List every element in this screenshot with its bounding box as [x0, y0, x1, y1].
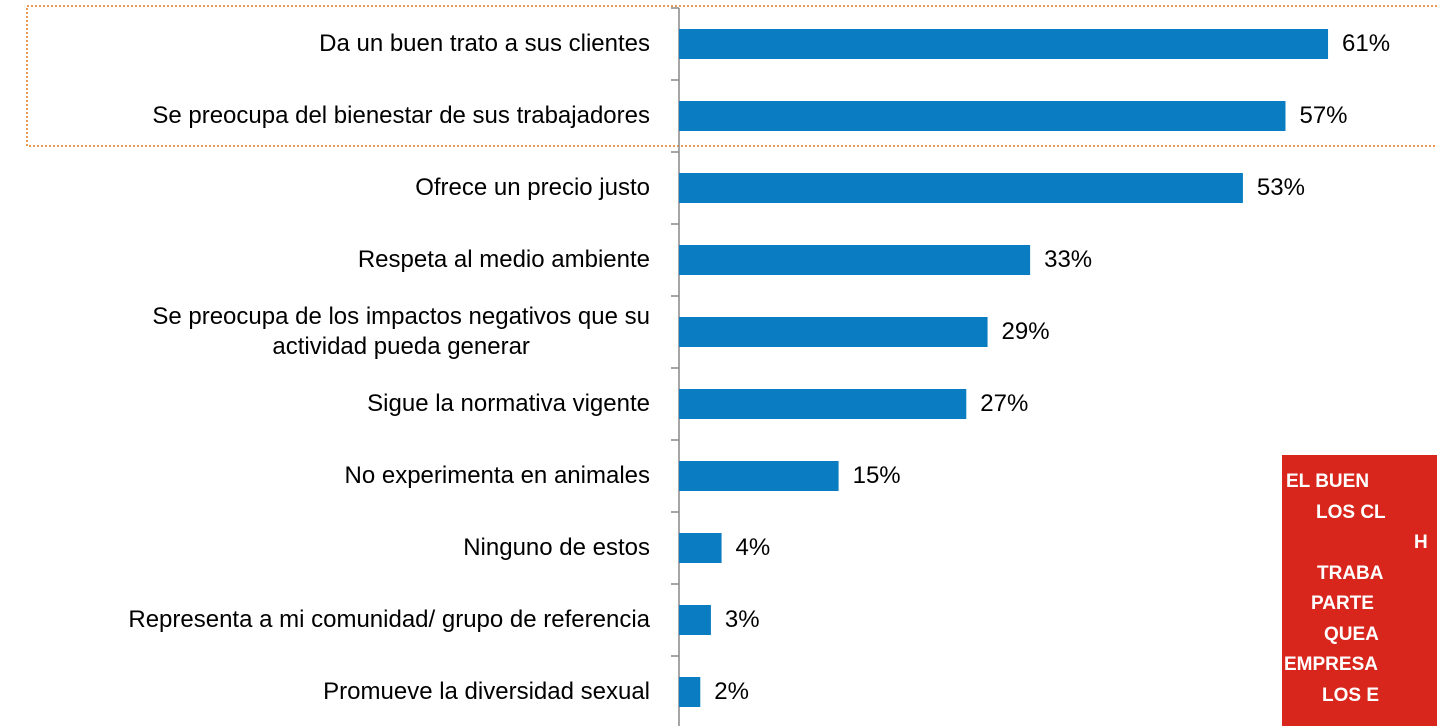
annotation-line: H — [1414, 532, 1428, 553]
bar — [679, 389, 967, 419]
category-label: No experimenta en animales — [344, 462, 651, 489]
value-label: 15% — [852, 462, 901, 489]
category-label: Sigue la normativa vigente — [367, 390, 650, 417]
highlight-box — [26, 5, 1437, 147]
bar — [679, 29, 1329, 59]
value-label: 27% — [980, 390, 1029, 417]
annotation-line: LOS E — [1322, 684, 1380, 706]
value-label: 61% — [1342, 30, 1391, 57]
annotation-line: PARTE — [1311, 593, 1374, 614]
value-label: 3% — [724, 606, 760, 633]
bar — [679, 173, 1243, 203]
category-label: Ofrece un precio justo — [415, 174, 650, 201]
bar — [679, 245, 1031, 275]
value-label: 53% — [1256, 174, 1305, 201]
bar — [679, 317, 988, 347]
category-label: Da un buen trato a sus clientes — [319, 30, 650, 57]
value-label: 57% — [1299, 102, 1348, 129]
annotation-line: LOS CL — [1316, 501, 1386, 523]
value-label: 4% — [735, 534, 771, 561]
bar — [679, 101, 1286, 131]
value-label: 29% — [1001, 318, 1050, 345]
value-label: 2% — [714, 678, 749, 705]
annotation-line: TRABA — [1317, 562, 1384, 584]
category-label: Promueve la diversidad sexual — [323, 678, 650, 705]
bar — [679, 461, 839, 491]
value-label: 33% — [1044, 246, 1093, 273]
bar — [679, 677, 701, 707]
annotation-box: EL BUEN LOS CL H TRABA PARTE QUEA EMPRESA LOS E — [1282, 455, 1437, 726]
annotation-line: QUEA — [1324, 623, 1379, 645]
category-label: Representa a mi comunidad/ grupo de refe… — [128, 606, 650, 633]
annotation-line: EL BUEN — [1286, 471, 1370, 492]
bar — [679, 605, 711, 635]
category-label: Se preocupa de los impactos negativos qu… — [152, 303, 650, 360]
category-label: Ninguno de estos — [463, 534, 650, 561]
annotation-line: EMPRESA — [1284, 654, 1378, 675]
bar — [679, 533, 722, 563]
category-label: Respeta al medio ambiente — [357, 246, 650, 273]
category-label: Se preocupa del bienestar de sus trabaja… — [152, 102, 650, 129]
